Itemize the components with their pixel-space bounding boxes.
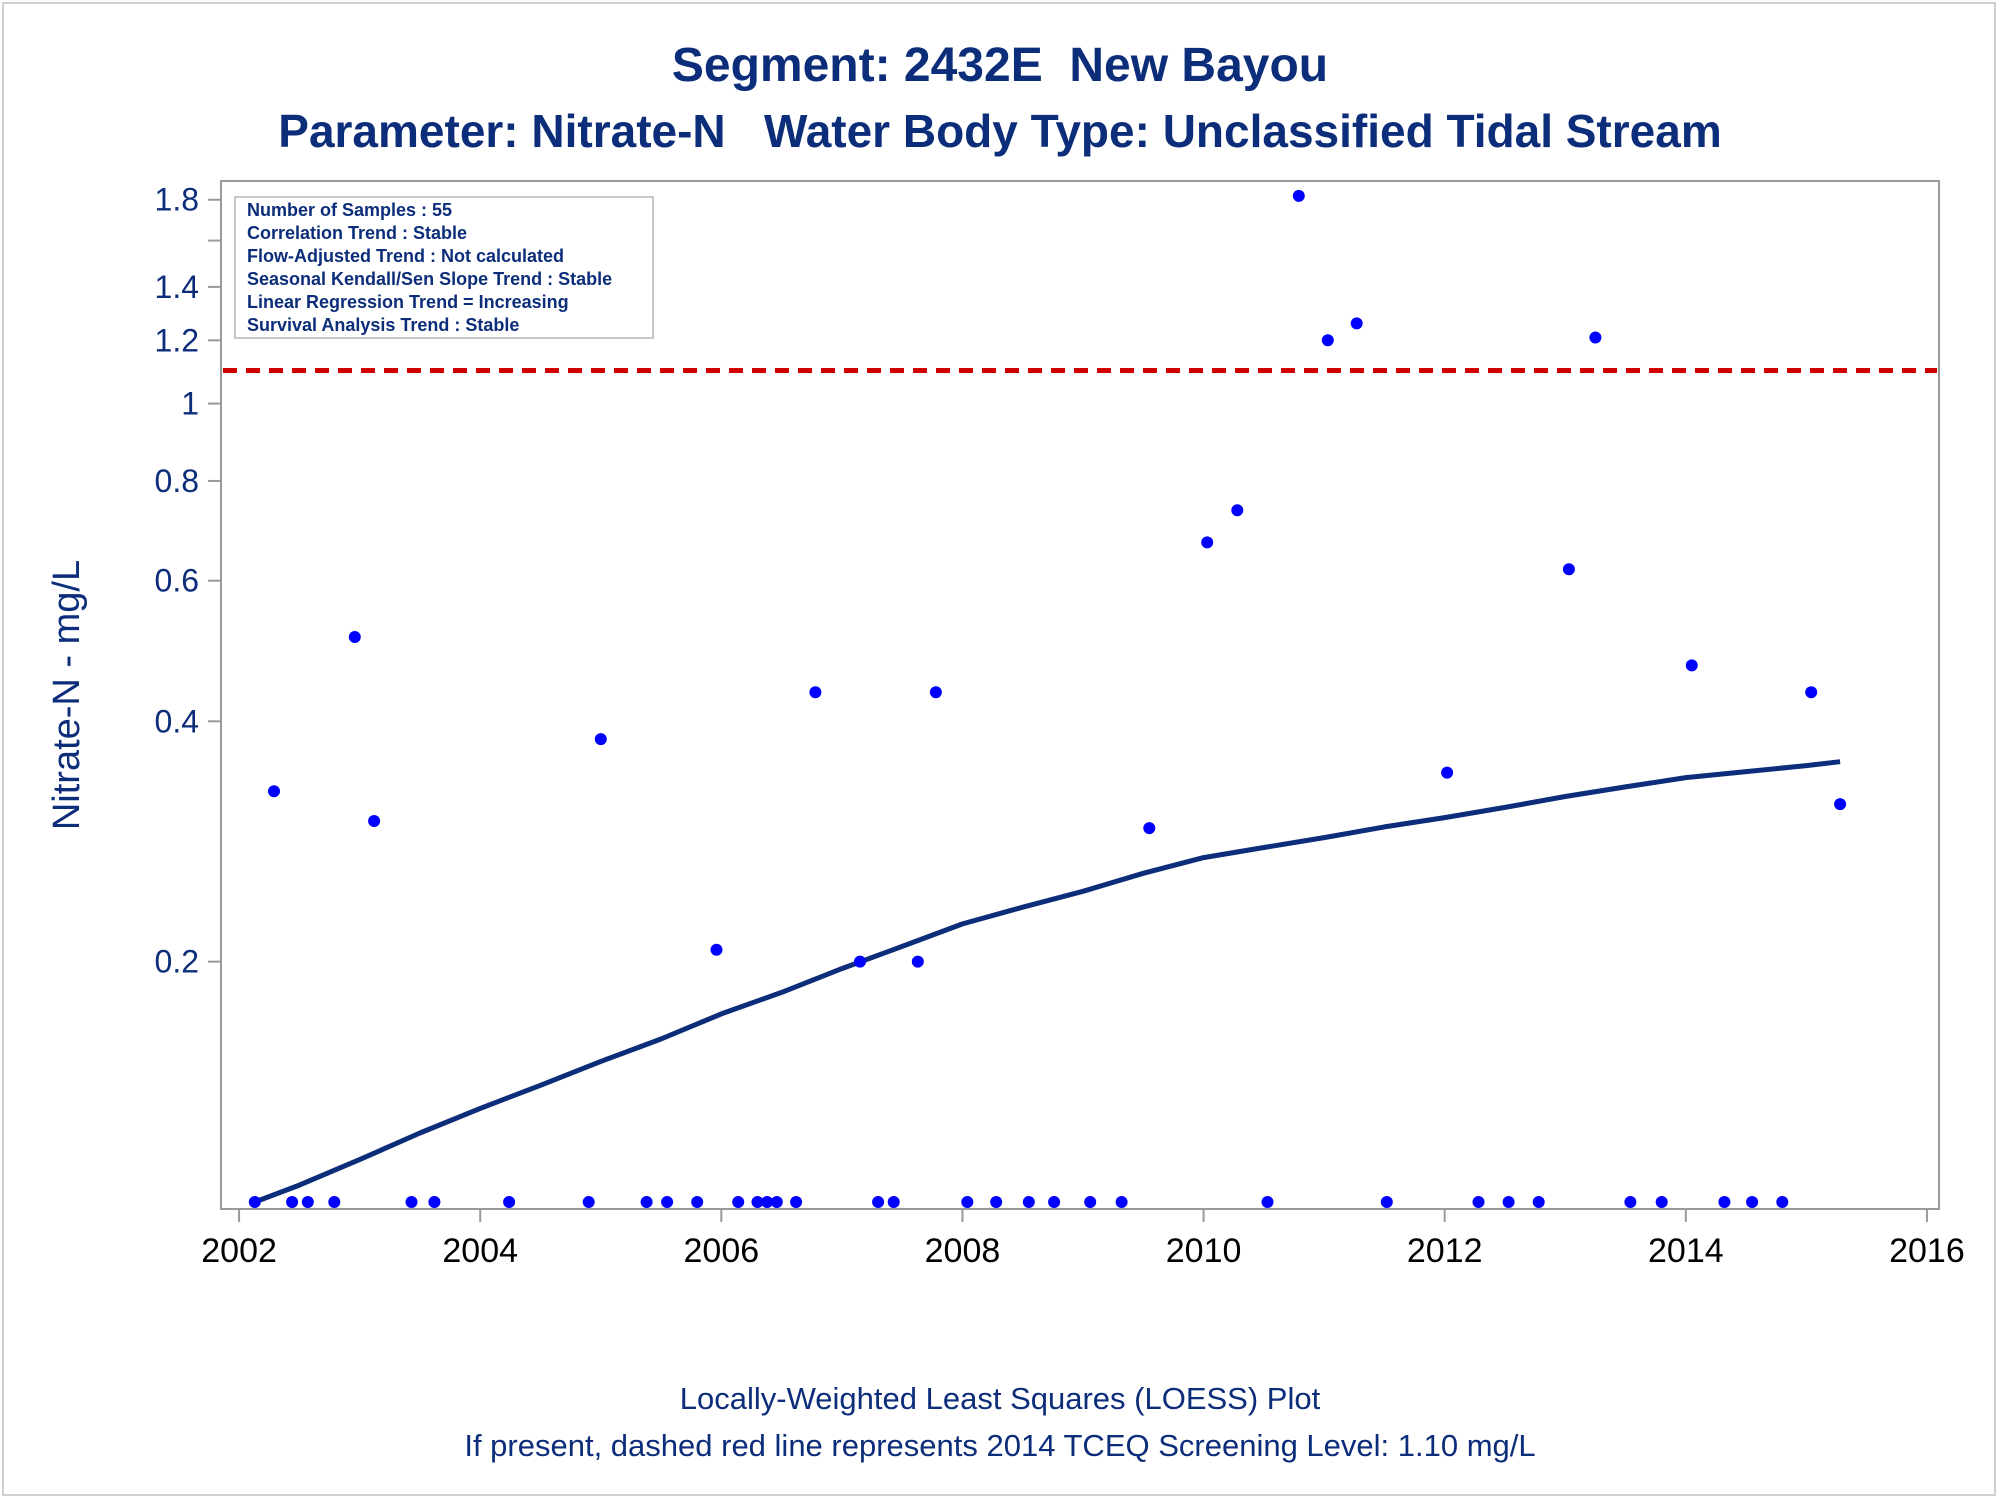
data-point [1292,189,1305,202]
loess-curve [253,759,1841,1205]
data-point [405,1196,418,1208]
y-tick-label: 1.2 [155,322,199,358]
data-point [990,1196,1003,1208]
data-point [1441,766,1454,779]
data-point [503,1196,516,1208]
chart-title: Segment: 2432E New Bayou [671,39,1329,92]
data-point [929,686,942,699]
x-tick-label: 2002 [201,1232,277,1270]
data-point [732,1196,745,1208]
y-tick-label: 0.6 [155,563,199,599]
data-point [770,1196,783,1208]
data-point [710,943,723,956]
y-tick-label: 0.8 [155,463,199,499]
data-point [1472,1196,1485,1208]
x-tick-label: 2008 [925,1232,1001,1270]
data-point [1350,317,1363,330]
data-point [1655,1196,1668,1208]
x-tick-label: 2006 [684,1232,760,1270]
stats-correlation-trend: Correlation Trend : Stable [247,223,467,243]
data-point [1685,659,1698,672]
x-tick-label: 2016 [1889,1232,1965,1270]
data-point [790,1196,803,1208]
data-point [268,785,280,798]
data-point [594,733,607,746]
data-point [368,815,381,827]
data-point [1776,1196,1789,1208]
x-tick-label: 2012 [1407,1232,1483,1270]
stats-survival-analysis-trend: Survival Analysis Trend : Stable [247,315,519,335]
stats-linear-regression-trend: Linear Regression Trend = Increasing [247,292,569,312]
stats-seasonal-kendall-trend: Seasonal Kendall/Sen Slope Trend : Stabl… [247,269,612,289]
y-tick-label: 1.4 [155,269,199,305]
data-point [809,686,822,699]
stats-box-border [234,196,654,339]
data-point [887,1196,900,1208]
data-point [1201,536,1214,549]
data-point [1805,686,1818,699]
data-point [1115,1196,1128,1208]
data-point [661,1196,674,1208]
chart-subtitle: Parameter: Nitrate-N Water Body Type: Un… [278,105,1722,157]
data-point [428,1196,441,1208]
plot-area [220,180,1940,1210]
data-point [1562,563,1575,576]
data-point [328,1196,341,1208]
data-point [911,955,924,968]
data-point [961,1196,974,1208]
y-tick-label: 1.8 [155,182,199,218]
x-axis: 2002 2004 2006 2008 2010 2012 2014 2016 [201,1209,1965,1270]
data-point [640,1196,653,1208]
data-point [1532,1196,1545,1208]
y-tick-label: 1 [181,386,199,422]
data-point [1718,1196,1731,1208]
footnote-loess: Locally-Weighted Least Squares (LOESS) P… [679,1381,1321,1416]
data-point [691,1196,704,1208]
x-tick-label: 2014 [1648,1232,1724,1270]
stats-number-of-samples: Number of Samples : 55 [247,200,452,220]
data-point [761,1196,774,1208]
y-axis-title: Nitrate-N - mg/L [46,560,88,830]
y-tick-label: 0.4 [155,703,199,739]
data-point [1746,1196,1759,1208]
data-point [1321,334,1334,347]
data-point [1380,1196,1393,1208]
stats-flow-adjusted-trend: Flow-Adjusted Trend : Not calculated [247,246,564,266]
data-points-group [248,189,1847,1208]
x-tick-label: 2010 [1166,1232,1242,1270]
data-point [286,1196,299,1208]
data-point [582,1196,595,1208]
data-point [1048,1196,1061,1208]
data-point [872,1196,885,1208]
loess-curve-group [253,759,1841,1205]
data-point [854,955,866,968]
data-point [751,1196,764,1208]
data-point [301,1196,314,1208]
y-tick-label: 0.2 [155,944,199,980]
data-point [1022,1196,1035,1208]
data-point [248,1196,261,1208]
x-tick-label: 2004 [442,1232,518,1270]
footnote-screening-level: If present, dashed red line represents 2… [464,1428,1536,1463]
data-point [348,631,361,643]
data-point [1502,1196,1515,1208]
data-point [1624,1196,1637,1208]
data-point [1084,1196,1097,1208]
data-point [1143,822,1156,835]
data-point [1231,504,1244,517]
data-point [1589,331,1602,344]
data-point [1834,798,1847,811]
y-axis: 0.2 0.4 0.6 0.8 1 1.2 1.4 1.8 [155,182,221,980]
stats-box: Number of Samples : 55 Correlation Trend… [234,196,654,339]
data-point [1261,1196,1274,1208]
